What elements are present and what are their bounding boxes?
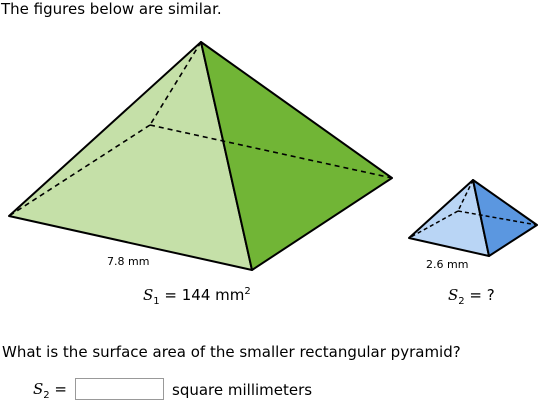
answer-unit: square millimeters — [172, 381, 313, 399]
symbol: S — [143, 286, 154, 304]
answer-label: S2 = — [33, 380, 67, 401]
question: What is the surface area of the smaller … — [2, 343, 461, 361]
symbol: S — [448, 286, 459, 304]
large-area: S1 = 144 mm2 — [143, 286, 251, 307]
subscript: 2 — [43, 390, 50, 401]
small-edge-label: 2.6 mm — [426, 258, 469, 271]
answer-input[interactable] — [75, 378, 164, 400]
subscript: 2 — [458, 296, 465, 307]
superscript: 2 — [244, 286, 251, 297]
large-pyramid — [8, 41, 393, 271]
small-area: S2 = ? — [448, 286, 495, 307]
area-text: = ? — [464, 286, 495, 304]
area-text: = 144 mm — [159, 286, 245, 304]
large-edge-label: 7.8 mm — [107, 255, 150, 268]
subscript: 1 — [153, 296, 160, 307]
symbol: S — [33, 380, 44, 398]
title: The figures below are similar. — [1, 0, 222, 18]
small-pyramid — [408, 179, 538, 257]
answer-equals: = — [49, 380, 67, 398]
